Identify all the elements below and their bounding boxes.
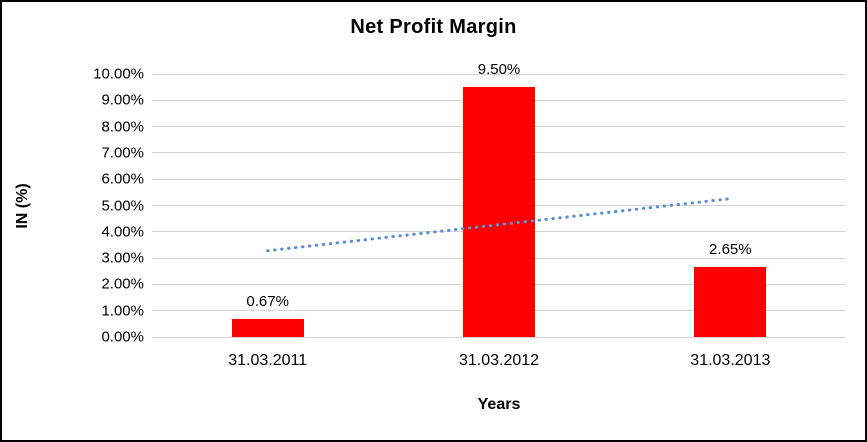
plot-area: 0.67% 9.50% 2.65% <box>152 61 846 338</box>
data-label: 0.67% <box>246 293 289 311</box>
y-tick-label: 2.00% <box>101 275 144 293</box>
gridline <box>152 73 846 75</box>
y-tick-label: 10.00% <box>93 65 144 83</box>
y-tick-label: 8.00% <box>101 118 144 136</box>
x-tick-label: 31.03.2013 <box>690 352 771 369</box>
data-label: 9.50% <box>477 61 521 79</box>
bar <box>231 319 304 337</box>
x-axis-tick-labels: 31.03.2011 31.03.2012 31.03.2013 <box>152 352 846 374</box>
y-axis-tick-labels: 0.00% 1.00% 2.00% 3.00% 4.00% 5.00% 6.00% 7.00%… <box>54 66 144 346</box>
y-tick-label: 0.00% <box>101 328 144 346</box>
chart-title: Net Profit Margin <box>350 16 517 38</box>
x-tick-label: 31.03.2012 <box>458 352 540 369</box>
y-tick-label: 9.00% <box>101 91 144 109</box>
y-tick-label: 3.00% <box>101 249 144 267</box>
bar <box>694 267 767 337</box>
y-tick-label: 6.00% <box>101 170 144 188</box>
y-axis-title: IN (%) <box>14 183 31 229</box>
trendline <box>266 197 732 253</box>
gridline <box>152 336 846 338</box>
data-label: 2.65% <box>709 241 752 259</box>
bar <box>463 87 535 337</box>
x-axis-title: Years <box>477 396 521 413</box>
y-tick-label: 5.00% <box>101 197 144 214</box>
y-tick-label: 7.00% <box>101 144 144 162</box>
y-tick-label: 4.00% <box>101 223 144 241</box>
x-tick-label: 31.03.2011 <box>228 352 308 369</box>
y-tick-label: 1.00% <box>101 302 144 320</box>
